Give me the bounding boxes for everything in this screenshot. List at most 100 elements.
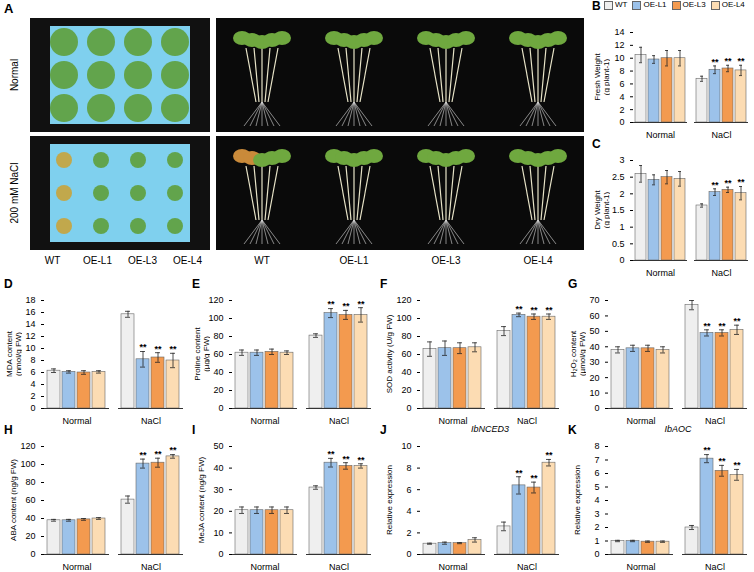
svg-text:Normal: Normal bbox=[250, 562, 279, 572]
svg-text:4: 4 bbox=[619, 92, 624, 102]
svg-text:14: 14 bbox=[25, 319, 35, 329]
svg-text:12: 12 bbox=[25, 331, 35, 341]
svg-text:120: 120 bbox=[208, 295, 223, 305]
svg-text:0: 0 bbox=[594, 549, 599, 559]
svg-text:**: ** bbox=[545, 450, 553, 460]
svg-text:**: ** bbox=[545, 305, 553, 315]
svg-text:Normal: Normal bbox=[626, 416, 655, 426]
svg-text:**: ** bbox=[327, 449, 335, 459]
svg-text:0: 0 bbox=[406, 549, 411, 559]
svg-text:Normal: Normal bbox=[646, 268, 675, 278]
svg-text:WT: WT bbox=[45, 255, 61, 266]
svg-text:**: ** bbox=[154, 344, 162, 354]
svg-text:0.5: 0.5 bbox=[612, 239, 625, 249]
svg-text:1.5: 1.5 bbox=[612, 205, 625, 215]
svg-text:2.5: 2.5 bbox=[612, 172, 625, 182]
svg-text:0: 0 bbox=[218, 403, 223, 413]
svg-text:OE-L1: OE-L1 bbox=[83, 255, 112, 266]
svg-text:**: ** bbox=[724, 56, 732, 66]
svg-text:10: 10 bbox=[589, 388, 599, 398]
svg-text:60: 60 bbox=[213, 349, 223, 359]
svg-text:0: 0 bbox=[619, 117, 624, 127]
svg-text:**: ** bbox=[737, 177, 745, 187]
svg-text:**: ** bbox=[169, 445, 177, 455]
svg-text:100: 100 bbox=[208, 313, 223, 323]
svg-text:**: ** bbox=[357, 299, 365, 309]
svg-text:50: 50 bbox=[213, 441, 223, 451]
svg-text:0: 0 bbox=[594, 403, 599, 413]
svg-text:**: ** bbox=[733, 460, 741, 470]
svg-text:40: 40 bbox=[25, 513, 35, 523]
svg-text:0: 0 bbox=[30, 549, 35, 559]
svg-text:20: 20 bbox=[401, 385, 411, 395]
svg-text:0: 0 bbox=[30, 403, 35, 413]
svg-text:10: 10 bbox=[401, 441, 411, 451]
svg-text:1: 1 bbox=[594, 536, 599, 546]
svg-text:Fresh Weight(g plant-1): Fresh Weight(g plant-1) bbox=[593, 53, 610, 101]
svg-text:40: 40 bbox=[589, 342, 599, 352]
svg-text:80: 80 bbox=[401, 331, 411, 341]
svg-text:50: 50 bbox=[589, 326, 599, 336]
svg-text:NaCl: NaCl bbox=[329, 562, 349, 572]
svg-text:80: 80 bbox=[213, 331, 223, 341]
svg-text:8: 8 bbox=[594, 441, 599, 451]
svg-text:NaCl: NaCl bbox=[329, 416, 349, 426]
svg-text:6: 6 bbox=[594, 468, 599, 478]
svg-text:120: 120 bbox=[396, 295, 411, 305]
svg-text:20: 20 bbox=[213, 385, 223, 395]
svg-text:60: 60 bbox=[401, 349, 411, 359]
svg-text:**: ** bbox=[530, 305, 538, 315]
svg-text:Normal: Normal bbox=[62, 416, 91, 426]
svg-text:**: ** bbox=[711, 57, 719, 67]
svg-text:8: 8 bbox=[30, 355, 35, 365]
svg-text:**: ** bbox=[724, 178, 732, 188]
svg-text:40: 40 bbox=[213, 463, 223, 473]
svg-text:OE-L3: OE-L3 bbox=[128, 255, 157, 266]
svg-text:NaCl: NaCl bbox=[517, 562, 537, 572]
svg-text:14: 14 bbox=[614, 27, 624, 37]
svg-text:NaCl: NaCl bbox=[517, 416, 537, 426]
svg-text:**: ** bbox=[169, 344, 177, 354]
svg-text:SOD activity (U/g FW): SOD activity (U/g FW) bbox=[385, 314, 394, 393]
svg-text:**: ** bbox=[327, 299, 335, 309]
svg-text:NaCl: NaCl bbox=[141, 416, 161, 426]
svg-text:6: 6 bbox=[30, 367, 35, 377]
svg-text:100: 100 bbox=[396, 313, 411, 323]
svg-text:30: 30 bbox=[589, 357, 599, 367]
svg-text:70: 70 bbox=[589, 295, 599, 305]
svg-text:MDA content(nmol/g FW): MDA content(nmol/g FW) bbox=[5, 330, 22, 377]
svg-text:4: 4 bbox=[406, 506, 411, 516]
svg-text:4: 4 bbox=[30, 379, 35, 389]
svg-text:2: 2 bbox=[619, 189, 624, 199]
svg-text:2: 2 bbox=[30, 391, 35, 401]
svg-text:Dry Weight(g plant-1): Dry Weight(g plant-1) bbox=[593, 190, 610, 230]
svg-text:7: 7 bbox=[594, 455, 599, 465]
svg-text:**: ** bbox=[139, 450, 147, 460]
svg-text:Normal: Normal bbox=[62, 562, 91, 572]
svg-text:30: 30 bbox=[213, 485, 223, 495]
svg-text:NaCl: NaCl bbox=[705, 562, 725, 572]
svg-text:**: ** bbox=[357, 455, 365, 465]
svg-text:100: 100 bbox=[20, 459, 35, 469]
svg-text:**: ** bbox=[530, 473, 538, 483]
svg-text:200 mM NaCl: 200 mM NaCl bbox=[9, 162, 20, 223]
svg-text:**: ** bbox=[515, 304, 523, 314]
svg-text:8: 8 bbox=[619, 66, 624, 76]
svg-text:Normal: Normal bbox=[626, 562, 655, 572]
svg-text:**: ** bbox=[139, 342, 147, 352]
svg-text:60: 60 bbox=[589, 311, 599, 321]
svg-text:**: ** bbox=[342, 301, 350, 311]
svg-text:10: 10 bbox=[614, 53, 624, 63]
svg-text:10: 10 bbox=[25, 343, 35, 353]
svg-text:18: 18 bbox=[25, 295, 35, 305]
svg-text:NaCl: NaCl bbox=[141, 562, 161, 572]
svg-text:60: 60 bbox=[25, 495, 35, 505]
svg-text:**: ** bbox=[703, 321, 711, 331]
svg-text:20: 20 bbox=[589, 373, 599, 383]
svg-text:5: 5 bbox=[594, 482, 599, 492]
svg-text:10: 10 bbox=[213, 528, 223, 538]
svg-text:2: 2 bbox=[406, 528, 411, 538]
svg-text:**: ** bbox=[718, 321, 726, 331]
svg-text:120: 120 bbox=[20, 441, 35, 451]
svg-text:80: 80 bbox=[25, 477, 35, 487]
